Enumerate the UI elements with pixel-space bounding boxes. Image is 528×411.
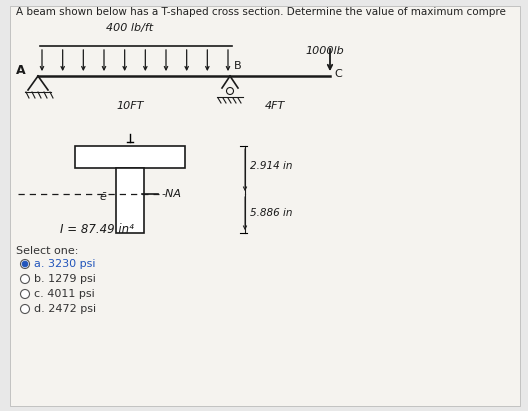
Text: 400 lb/ft: 400 lb/ft bbox=[107, 23, 154, 33]
Text: 2.914 in: 2.914 in bbox=[250, 161, 293, 171]
Text: C: C bbox=[334, 69, 342, 79]
Text: d. 2472 psi: d. 2472 psi bbox=[34, 304, 96, 314]
Text: c. 4011 psi: c. 4011 psi bbox=[34, 289, 95, 299]
Text: A beam shown below has a T-shaped cross section. Determine the value of maximum : A beam shown below has a T-shaped cross … bbox=[16, 7, 506, 17]
Circle shape bbox=[21, 259, 30, 268]
Text: a. 3230 psi: a. 3230 psi bbox=[34, 259, 96, 269]
Text: A: A bbox=[16, 65, 26, 78]
Text: I = 87.49 in⁴: I = 87.49 in⁴ bbox=[60, 223, 134, 236]
Circle shape bbox=[21, 275, 30, 284]
Text: ē: ē bbox=[99, 192, 106, 202]
Text: b. 1279 psi: b. 1279 psi bbox=[34, 274, 96, 284]
Bar bbox=[75, 146, 185, 168]
Text: 4FT: 4FT bbox=[265, 101, 285, 111]
Circle shape bbox=[22, 261, 28, 267]
Circle shape bbox=[21, 305, 30, 314]
Text: 1000lb: 1000lb bbox=[306, 46, 344, 56]
Text: -NA: -NA bbox=[162, 189, 182, 199]
Circle shape bbox=[21, 289, 30, 298]
Circle shape bbox=[227, 88, 233, 95]
Text: 5.886 in: 5.886 in bbox=[250, 208, 293, 219]
Bar bbox=[116, 168, 144, 233]
Text: B: B bbox=[234, 61, 242, 71]
Text: Select one:: Select one: bbox=[16, 246, 78, 256]
Text: 10FT: 10FT bbox=[116, 101, 144, 111]
